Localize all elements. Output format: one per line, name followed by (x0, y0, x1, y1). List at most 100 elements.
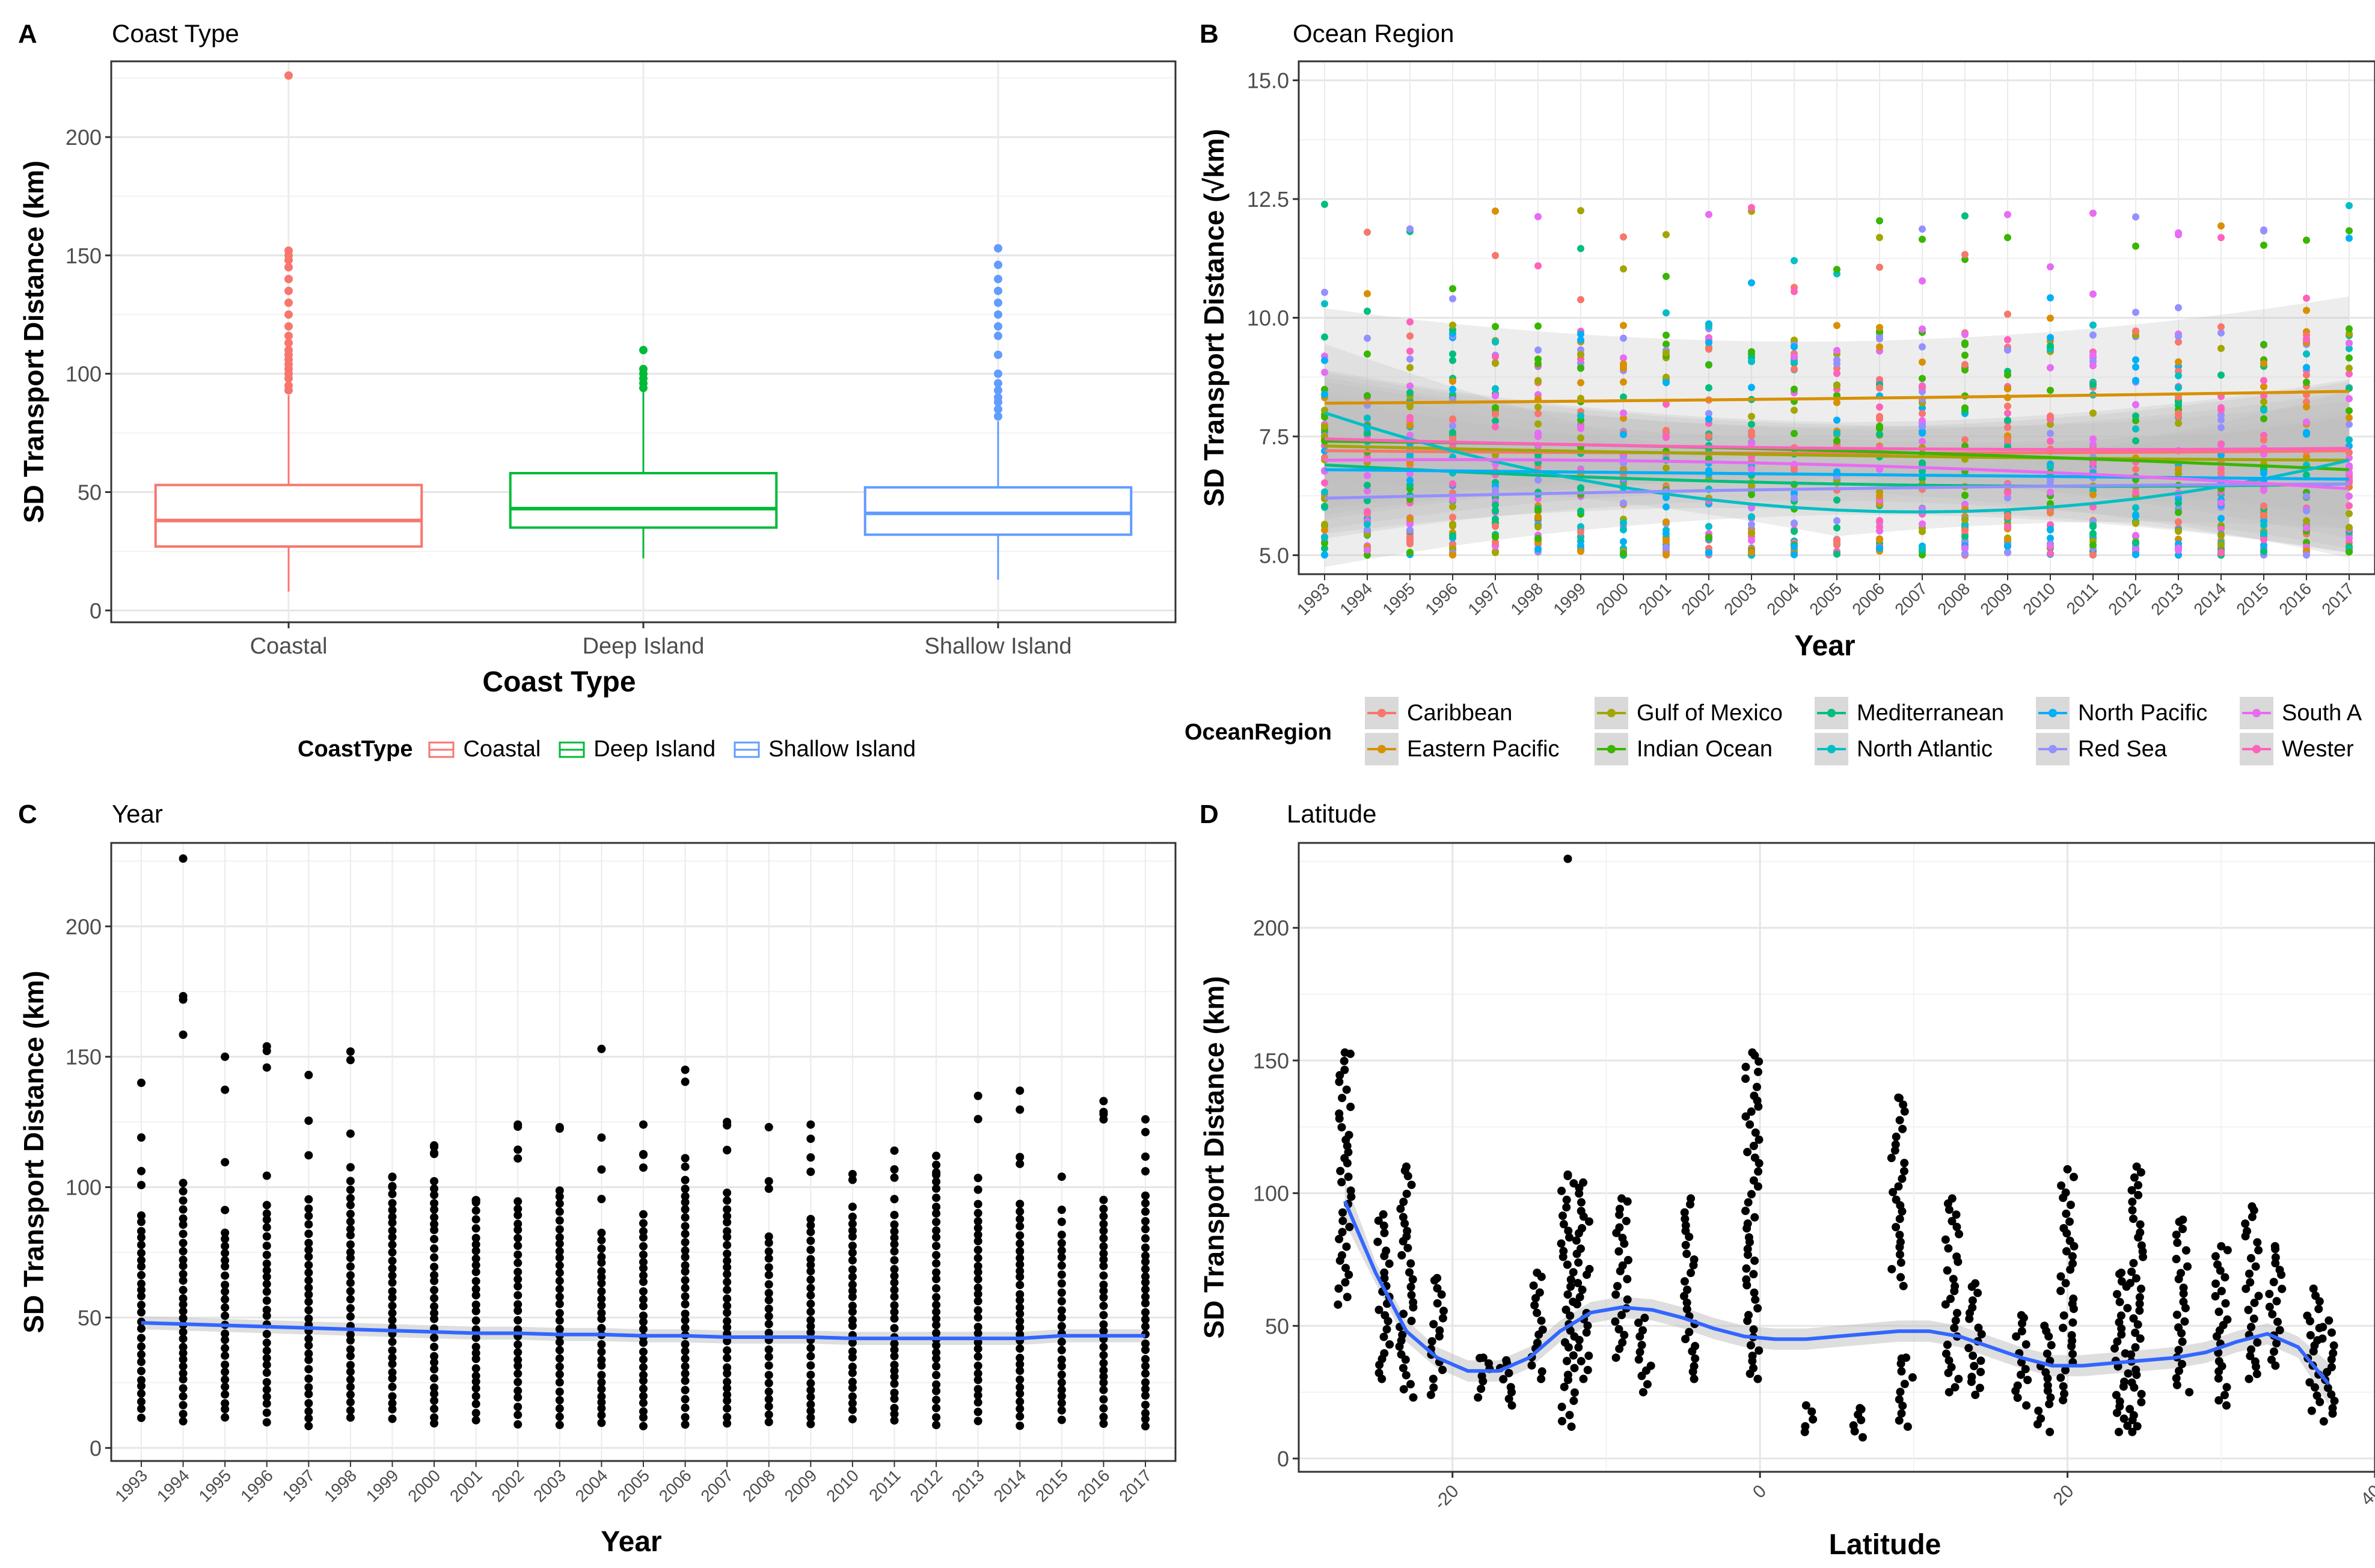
data-point (2131, 1343, 2140, 1352)
data-point (1748, 412, 1755, 420)
data-point (1971, 1279, 1980, 1288)
data-point-high (597, 1133, 606, 1142)
data-point (1620, 414, 1627, 422)
y-axis-label: SD Transport Distance (√km) (1198, 129, 1230, 507)
data-point (1406, 1259, 1415, 1268)
data-point (471, 1224, 480, 1233)
data-point (1364, 392, 1371, 400)
data-point (723, 1257, 732, 1266)
data-point (2137, 1389, 2146, 1398)
data-point (1141, 1409, 1150, 1418)
data-point (2175, 509, 2182, 516)
data-point (346, 1382, 355, 1391)
y-tick-label: 150 (66, 243, 102, 268)
data-point (179, 1416, 188, 1426)
data-point (1952, 1210, 1961, 1219)
legend-key-point (2049, 709, 2057, 717)
data-point (1577, 548, 1584, 556)
data-point (430, 1419, 439, 1428)
data-point (2068, 1259, 2077, 1268)
data-point (2217, 329, 2225, 337)
data-point (681, 1246, 690, 1255)
data-point (2267, 1355, 2276, 1364)
data-point (1919, 409, 1926, 417)
data-point (2128, 1197, 2137, 1206)
data-point (1749, 1142, 1758, 1151)
data-point (932, 1314, 941, 1323)
data-point (304, 1290, 313, 1299)
data-point-high (2089, 209, 2097, 217)
data-point (1141, 1264, 1150, 1273)
data-point (890, 1346, 899, 1355)
data-point (1741, 1112, 1750, 1121)
outlier-point (284, 246, 293, 255)
data-point-high (1791, 287, 1798, 295)
data-point (1449, 357, 1456, 364)
data-point (597, 1267, 606, 1276)
data-point (2179, 1297, 2188, 1306)
data-point (890, 1292, 899, 1301)
data-point (2211, 1292, 2220, 1301)
data-point-max (137, 1079, 146, 1088)
data-point (1743, 1219, 1752, 1228)
data-point (513, 1282, 522, 1291)
data-point (1099, 1242, 1108, 1251)
data-point (1016, 1222, 1025, 1231)
data-point (1754, 1067, 1763, 1076)
data-point (1680, 1208, 1689, 1217)
data-point (2346, 492, 2353, 500)
data-point (137, 1358, 146, 1367)
data-point (1961, 533, 1969, 541)
data-point (1534, 507, 1542, 515)
data-point (221, 1390, 230, 1399)
data-point (848, 1272, 857, 1281)
data-point (1321, 521, 1328, 528)
data-point (1750, 1256, 1759, 1265)
x-tick-label: 2016 (1074, 1466, 1114, 1505)
data-point-high (2047, 263, 2054, 271)
data-point (806, 1413, 815, 1422)
data-point (2181, 1246, 2190, 1255)
data-point-high (1057, 1205, 1066, 1214)
data-point (221, 1413, 230, 1422)
data-point (1492, 548, 1499, 556)
data-point (1449, 513, 1456, 521)
data-point (806, 1245, 815, 1254)
data-point (1492, 506, 1499, 514)
data-point (304, 1334, 313, 1343)
data-point (1449, 378, 1456, 385)
outlier-point (284, 381, 293, 390)
data-point (1791, 489, 1798, 497)
data-point (513, 1225, 522, 1234)
data-point (1406, 414, 1414, 421)
data-point (2175, 420, 2182, 427)
data-point (723, 1412, 732, 1421)
data-point (2275, 1326, 2284, 1335)
data-point (1749, 1364, 1758, 1373)
data-point (932, 1329, 941, 1338)
data-point (1099, 1359, 1108, 1368)
data-point (1791, 494, 1798, 502)
data-point (1399, 1213, 1408, 1222)
data-point (723, 1390, 732, 1399)
data-point (932, 1284, 941, 1293)
data-point (1753, 1304, 1762, 1313)
data-point-high (1492, 323, 1499, 331)
data-point (639, 1302, 648, 1311)
data-point (1016, 1272, 1025, 1281)
data-point (764, 1312, 773, 1321)
data-point (639, 1311, 648, 1320)
data-point (2135, 1299, 2144, 1308)
x-tick-label: 2007 (1891, 579, 1931, 619)
data-point-high (1321, 289, 1328, 296)
x-tick-label: 2009 (1976, 579, 2016, 619)
data-point-high (1620, 322, 1627, 329)
data-point (1705, 533, 1712, 541)
data-point (2132, 531, 2139, 539)
data-point (1057, 1306, 1066, 1315)
data-point (1584, 1352, 1593, 1361)
data-point (681, 1252, 690, 1261)
data-point (806, 1214, 815, 1223)
legend-key-point (1827, 709, 1836, 717)
data-point (1334, 1284, 1343, 1293)
